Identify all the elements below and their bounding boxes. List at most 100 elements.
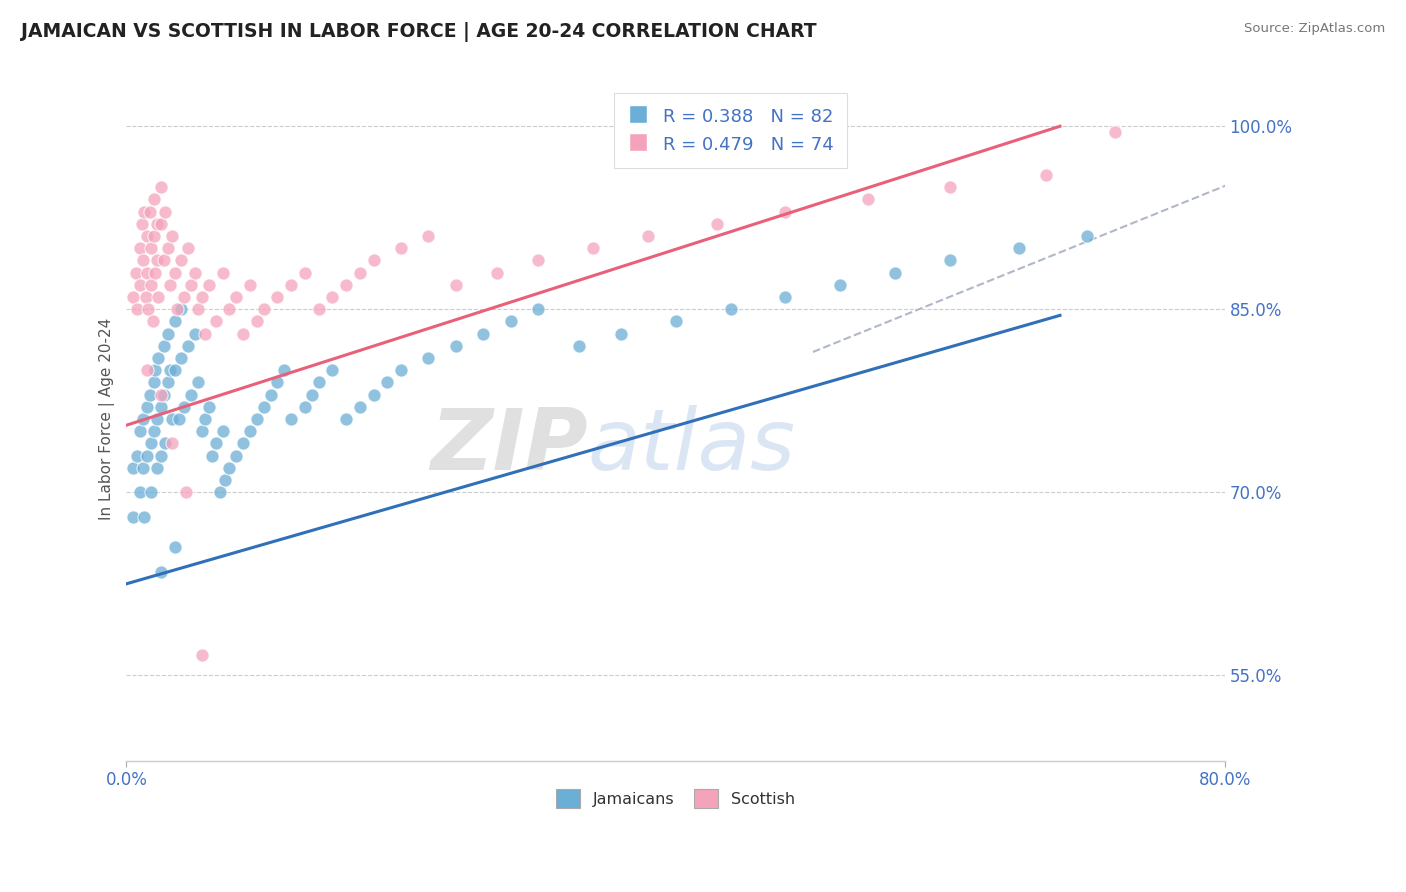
Point (294, 266, 316, 280)
Point (198, 277, 221, 292)
Point (214, 473, 236, 487)
Point (142, 376, 165, 390)
Point (152, 339, 174, 353)
Point (180, 277, 202, 292)
Point (184, 326, 207, 341)
Point (389, 241, 412, 255)
Point (720, 302, 742, 317)
Point (939, 180, 962, 194)
Point (132, 253, 155, 268)
Point (239, 425, 262, 439)
Point (146, 290, 169, 304)
Point (170, 302, 193, 317)
Point (143, 266, 166, 280)
Point (141, 436, 163, 450)
Point (145, 253, 167, 268)
Point (163, 540, 186, 554)
Point (153, 204, 176, 219)
Point (149, 180, 172, 194)
Point (156, 376, 179, 390)
Point (149, 217, 172, 231)
Point (153, 436, 176, 450)
Point (122, 290, 145, 304)
Point (191, 648, 214, 662)
Point (166, 302, 188, 317)
Point (160, 412, 183, 426)
Point (301, 387, 323, 401)
Point (775, 290, 797, 304)
Point (131, 217, 153, 231)
Point (170, 253, 193, 268)
Point (582, 241, 605, 255)
Point (266, 290, 288, 304)
Point (266, 376, 288, 390)
Point (141, 241, 163, 255)
Text: Source: ZipAtlas.com: Source: ZipAtlas.com (1244, 22, 1385, 36)
Point (156, 326, 179, 341)
Point (211, 425, 233, 439)
Point (1008, 241, 1031, 255)
Point (149, 387, 172, 401)
Point (136, 266, 159, 280)
Point (142, 314, 165, 328)
Point (218, 302, 240, 317)
Point (159, 363, 181, 377)
Point (194, 326, 217, 341)
Point (149, 400, 172, 414)
Point (208, 485, 231, 500)
Point (191, 290, 214, 304)
Point (884, 266, 907, 280)
Point (163, 266, 186, 280)
Point (856, 193, 879, 207)
Point (163, 314, 186, 328)
Point (160, 229, 183, 244)
Point (145, 412, 167, 426)
Point (706, 217, 728, 231)
Point (232, 436, 254, 450)
Point (163, 363, 186, 377)
Point (134, 204, 156, 219)
Point (444, 339, 467, 353)
Point (138, 302, 160, 317)
Point (527, 302, 550, 317)
Point (177, 339, 200, 353)
Point (363, 253, 385, 268)
Point (211, 266, 233, 280)
Point (363, 387, 385, 401)
Point (177, 241, 200, 255)
Point (321, 290, 343, 304)
Point (132, 412, 155, 426)
Point (418, 351, 440, 365)
Point (129, 277, 152, 292)
Point (122, 509, 145, 524)
Point (280, 412, 302, 426)
Text: JAMAICAN VS SCOTTISH IN LABOR FORCE | AGE 20-24 CORRELATION CHART: JAMAICAN VS SCOTTISH IN LABOR FORCE | AG… (21, 22, 817, 42)
Text: atlas: atlas (588, 405, 796, 488)
Point (232, 326, 254, 341)
Point (173, 400, 195, 414)
Point (418, 229, 440, 244)
Point (145, 217, 167, 231)
Point (308, 376, 330, 390)
Point (349, 266, 371, 280)
Point (134, 509, 156, 524)
Legend: Jamaicans, Scottish: Jamaicans, Scottish (550, 783, 801, 814)
Point (200, 449, 222, 463)
Point (1035, 168, 1057, 182)
Point (204, 436, 226, 450)
Point (294, 400, 316, 414)
Point (253, 400, 276, 414)
Point (125, 266, 148, 280)
Point (335, 412, 357, 426)
Point (135, 290, 157, 304)
Point (204, 314, 226, 328)
Point (939, 253, 962, 268)
Point (321, 363, 343, 377)
Point (146, 351, 169, 365)
Point (194, 412, 217, 426)
Text: ZIP: ZIP (430, 405, 588, 488)
Point (444, 277, 467, 292)
Point (246, 412, 269, 426)
Point (139, 204, 162, 219)
Point (184, 266, 207, 280)
